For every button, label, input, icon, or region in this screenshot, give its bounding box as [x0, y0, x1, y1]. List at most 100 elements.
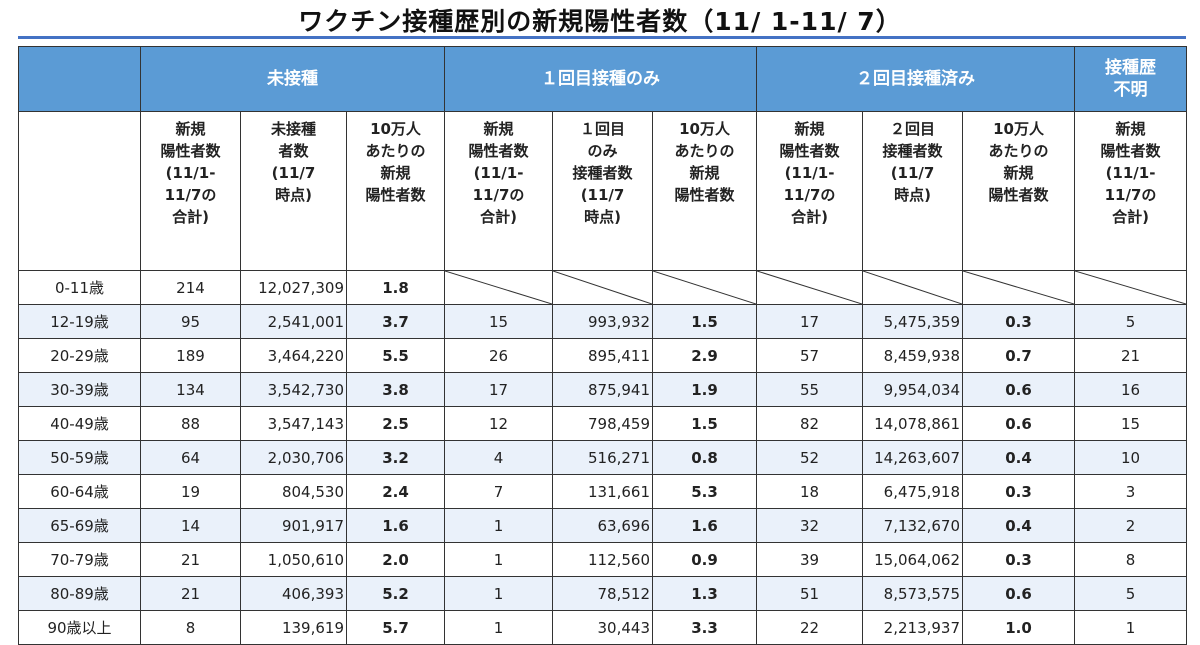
table-cell: 5: [1074, 304, 1188, 339]
table-cell: 2.0: [345, 542, 446, 577]
table-cell: 8,459,938: [862, 338, 964, 373]
table-cell: 3.3: [652, 610, 758, 645]
table-cell: 14: [140, 508, 241, 543]
table-cell: 2,213,937: [862, 610, 964, 645]
table-cell: 0.3: [962, 474, 1076, 509]
age-cell: 30-39歳: [18, 372, 141, 407]
sub-header: ２回目 接種者数 (11/7 時点): [862, 111, 964, 271]
table-cell: 32: [756, 508, 864, 543]
table-cell: 0.3: [962, 304, 1076, 339]
table-cell: 1.9: [652, 372, 758, 407]
table-cell: 88: [140, 406, 241, 441]
sub-header: 未接種 者数 (11/7 時点): [240, 111, 347, 271]
table-cell: 189: [140, 338, 241, 373]
sub-header: 新規 陽性者数 (11/1- 11/7の 合計): [140, 111, 241, 271]
table-row: 50-59歳 64 2,030,706 3.2 4 516,271 0.8 52 14,263,…: [18, 440, 1188, 475]
table-cell: 798,459: [552, 406, 654, 441]
table-cell: 2.4: [345, 474, 446, 509]
table-cell: 875,941: [552, 372, 654, 407]
empty-cell: [756, 270, 864, 305]
table-cell: 2: [1074, 508, 1188, 543]
vaccination-table: 未接種 １回目接種のみ ２回目接種済み 接種歴 不明 新規 陽性者数 (11/1…: [18, 46, 1188, 645]
age-cell: 60-64歳: [18, 474, 141, 509]
sub-header-row: 新規 陽性者数 (11/1- 11/7の 合計) 未接種 者数 (11/7 時点…: [18, 111, 1188, 271]
table-cell: 39: [756, 542, 864, 577]
table-cell: 15,064,062: [862, 542, 964, 577]
table-body: 0-11歳 214 12,027,309 1.8 12-19歳 95 2,541,001 3.…: [18, 270, 1188, 645]
empty-cell: [652, 270, 758, 305]
title-underline: [18, 36, 1186, 39]
table-cell: 8,573,575: [862, 576, 964, 611]
table-cell: 4: [444, 440, 554, 475]
sub-header: 10万人 あたりの 新規 陽性者数: [345, 111, 446, 271]
table-cell: 1.8: [345, 270, 446, 305]
table-cell: 1: [444, 610, 554, 645]
table-cell: 1.0: [962, 610, 1076, 645]
table-row: 0-11歳 214 12,027,309 1.8: [18, 270, 1188, 305]
table-cell: 3.8: [345, 372, 446, 407]
table-cell: 5.3: [652, 474, 758, 509]
age-cell: 80-89歳: [18, 576, 141, 611]
table-cell: 1.5: [652, 304, 758, 339]
table-cell: 0.4: [962, 440, 1076, 475]
age-header-cell: [18, 111, 141, 271]
table-cell: 895,411: [552, 338, 654, 373]
table-cell: 5.7: [345, 610, 446, 645]
table-cell: 0.4: [962, 508, 1076, 543]
table-cell: 21: [140, 542, 241, 577]
table-cell: 0.8: [652, 440, 758, 475]
table-cell: 8: [1074, 542, 1188, 577]
empty-cell: [962, 270, 1076, 305]
group-header-first-dose-only: １回目接種のみ: [444, 46, 758, 112]
table-cell: 1,050,610: [240, 542, 347, 577]
table-cell: 51: [756, 576, 864, 611]
table-cell: 0.3: [962, 542, 1076, 577]
sub-header: 新規 陽性者数 (11/1- 11/7の 合計): [444, 111, 554, 271]
age-cell: 20-29歳: [18, 338, 141, 373]
table-cell: 12,027,309: [240, 270, 347, 305]
table-cell: 5: [1074, 576, 1188, 611]
table-cell: 131,661: [552, 474, 654, 509]
empty-cell: [1074, 270, 1188, 305]
table-cell: 22: [756, 610, 864, 645]
table-cell: 7,132,670: [862, 508, 964, 543]
table-cell: 0.7: [962, 338, 1076, 373]
table-cell: 55: [756, 372, 864, 407]
table-cell: 3: [1074, 474, 1188, 509]
table-cell: 0.6: [962, 576, 1076, 611]
page-title: ワクチン接種歴別の新規陽性者数（11/ 1-11/ 7）: [298, 7, 902, 36]
table-cell: 1: [444, 576, 554, 611]
table-cell: 10: [1074, 440, 1188, 475]
table-cell: 516,271: [552, 440, 654, 475]
table-cell: 112,560: [552, 542, 654, 577]
table-cell: 1.6: [345, 508, 446, 543]
table-cell: 16: [1074, 372, 1188, 407]
table-row: 30-39歳 134 3,542,730 3.8 17 875,941 1.9 55 9,954…: [18, 372, 1188, 407]
table-cell: 3,547,143: [240, 406, 347, 441]
table-row: 40-49歳 88 3,547,143 2.5 12 798,459 1.5 82 14,078…: [18, 406, 1188, 441]
sub-header: １回目 のみ 接種者数 (11/7 時点): [552, 111, 654, 271]
table-cell: 2,541,001: [240, 304, 347, 339]
table-cell: 5.5: [345, 338, 446, 373]
age-cell: 90歳以上: [18, 610, 141, 645]
table-cell: 63,696: [552, 508, 654, 543]
table-cell: 18: [756, 474, 864, 509]
table-cell: 901,917: [240, 508, 347, 543]
table-row: 60-64歳 19 804,530 2.4 7 131,661 5.3 18 6,475,918…: [18, 474, 1188, 509]
table-cell: 0.6: [962, 372, 1076, 407]
sub-header: 10万人 あたりの 新規 陽性者数: [962, 111, 1076, 271]
table-cell: 406,393: [240, 576, 347, 611]
table-cell: 95: [140, 304, 241, 339]
age-cell: 12-19歳: [18, 304, 141, 339]
table-cell: 57: [756, 338, 864, 373]
age-cell: 65-69歳: [18, 508, 141, 543]
table-cell: 26: [444, 338, 554, 373]
table-cell: 15: [444, 304, 554, 339]
table-row: 90歳以上 8 139,619 5.7 1 30,443 3.3 22 2,213,937 1.0…: [18, 610, 1188, 645]
table-cell: 52: [756, 440, 864, 475]
sub-header: 10万人 あたりの 新規 陽性者数: [652, 111, 758, 271]
table-cell: 1: [1074, 610, 1188, 645]
sub-header: 新規 陽性者数 (11/1- 11/7の 合計): [1074, 111, 1188, 271]
table-cell: 78,512: [552, 576, 654, 611]
table-cell: 1.6: [652, 508, 758, 543]
